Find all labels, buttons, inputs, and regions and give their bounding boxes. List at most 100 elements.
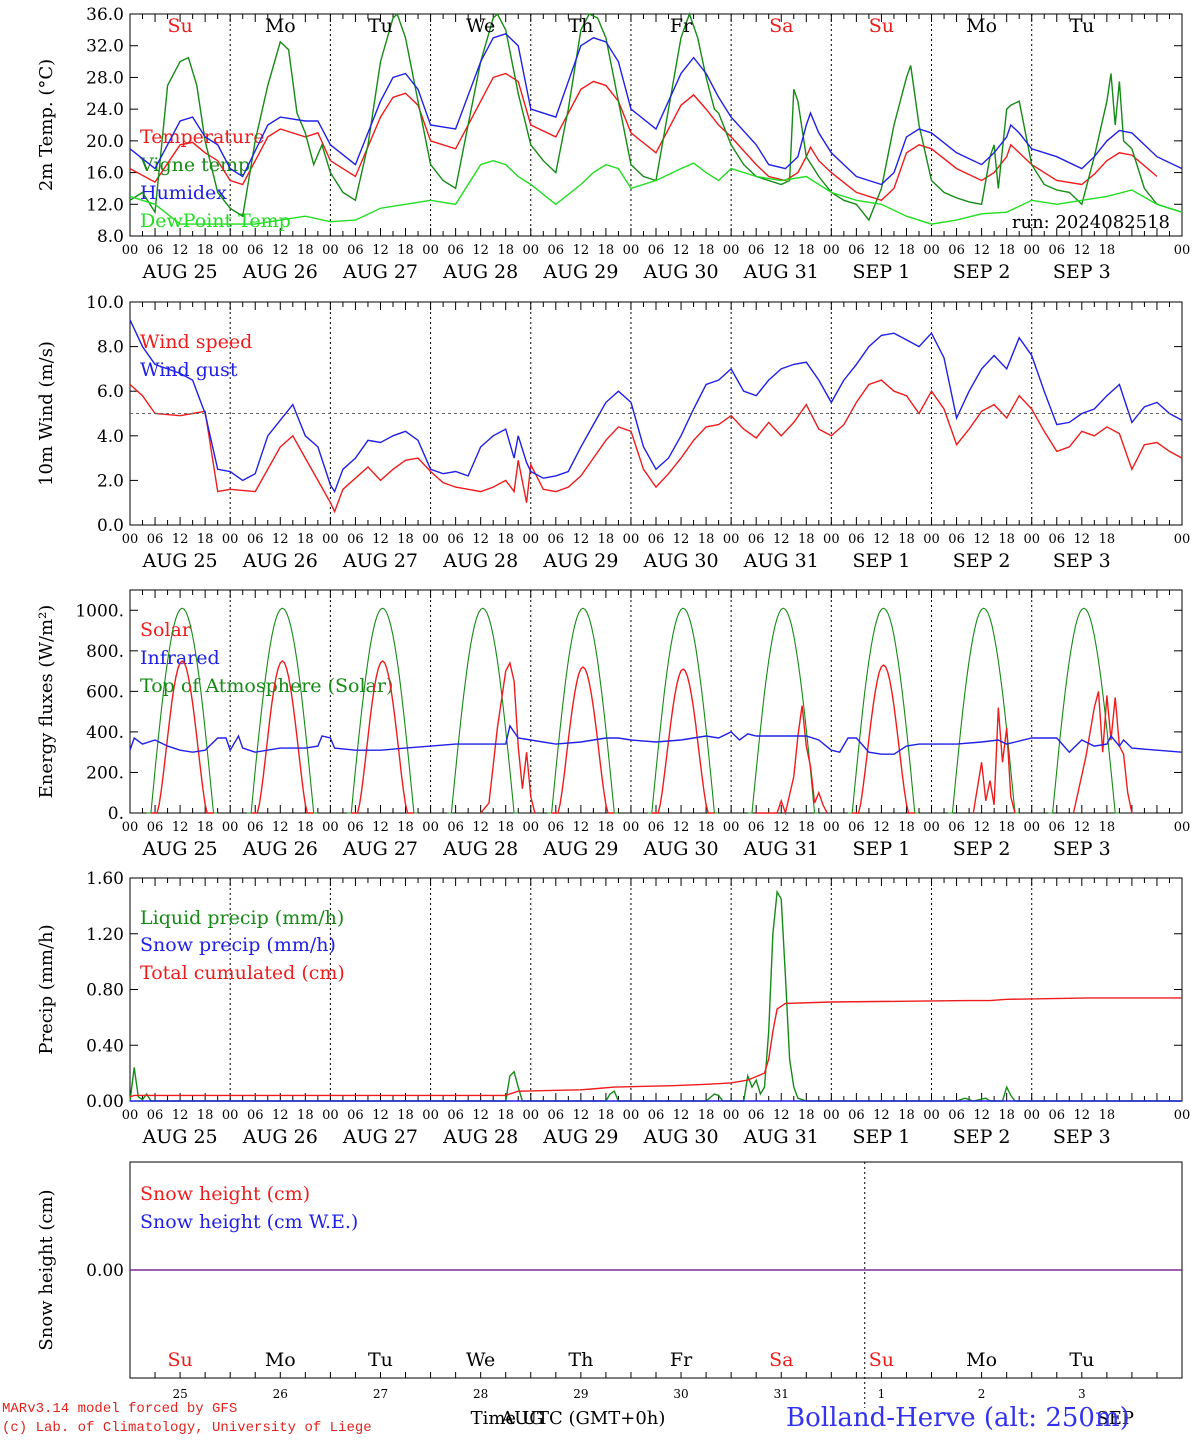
date-label: SEP 2 (953, 1126, 1011, 1148)
hour-tick-label: 00 (723, 1108, 740, 1123)
hour-tick-label: 18 (297, 820, 314, 835)
hour-tick-label: 12 (873, 820, 890, 835)
hour-tick-label: 06 (247, 820, 264, 835)
legend-entry: Snow height (cm) (140, 1183, 310, 1205)
weekday-label: Sa (769, 15, 793, 37)
weekday-label: Fr (670, 15, 693, 37)
y-tick-label: 0.00 (86, 1261, 124, 1281)
x-axis-label: Time UTC (GMT+0h) (471, 1408, 666, 1429)
date-label: SEP 3 (1053, 838, 1111, 860)
weekday-label: Fr (670, 1349, 693, 1371)
date-label: SEP 2 (953, 261, 1011, 283)
infrared-line (129, 724, 1183, 755)
hour-tick-label: 06 (548, 532, 565, 547)
weekday-label: Th (568, 1349, 593, 1371)
hour-tick-label: 06 (648, 1108, 665, 1123)
weekday-label: Su (167, 1349, 192, 1371)
weekday-label: Tu (1069, 1349, 1094, 1371)
date-label: AUG 25 (142, 550, 218, 572)
y-tick-label: 6.0 (97, 382, 124, 402)
y-axis-label: Energy fluxes (W/m²) (36, 605, 57, 799)
hour-tick-label: 12 (172, 532, 189, 547)
date-label: AUG 25 (142, 261, 218, 283)
date-label: AUG 27 (342, 838, 418, 860)
y-tick-label: 2.0 (97, 471, 124, 491)
hour-tick-label: 18 (898, 1108, 915, 1123)
hour-tick-label: 00 (1023, 243, 1040, 258)
y-axis-label: Snow height (cm) (36, 1189, 57, 1350)
hour-tick-label: 12 (272, 532, 289, 547)
weekday-label: Mo (966, 15, 997, 37)
hour-tick-label: 18 (1099, 820, 1116, 835)
toa-solar-curve (948, 607, 1020, 814)
run-label: run: 2024082518 (1012, 212, 1170, 233)
hour-tick-label: 12 (172, 820, 189, 835)
date-label: AUG 30 (642, 1126, 718, 1148)
series-line-0 (129, 72, 1158, 202)
hour-tick-label: 00 (522, 1108, 539, 1123)
hour-tick-label: 18 (197, 820, 214, 835)
hour-tick-label: 06 (948, 820, 965, 835)
hour-tick-label: 06 (948, 532, 965, 547)
weekday-label: We (466, 15, 495, 37)
hour-tick-label: 12 (272, 820, 289, 835)
y-tick-label: 0.80 (86, 981, 124, 1001)
hour-tick-label: 06 (748, 243, 765, 258)
hour-tick-label: 18 (197, 243, 214, 258)
hour-tick-label: 18 (397, 1108, 414, 1123)
hour-tick-label: 06 (447, 243, 464, 258)
hour-tick-label: 00 (122, 243, 139, 258)
date-label: AUG 28 (442, 838, 518, 860)
y-tick-label: 1.20 (86, 925, 124, 945)
hour-tick-label: 06 (1048, 243, 1065, 258)
month-label: AUG (500, 1408, 544, 1429)
day-number-label: 3 (1078, 1387, 1086, 1401)
y-axis-label: 10m Wind (m/s) (36, 341, 57, 486)
hour-tick-label: 12 (973, 243, 990, 258)
legend-entry: Snow height (cm W.E.) (140, 1211, 358, 1233)
hour-tick-label: 18 (898, 532, 915, 547)
hour-tick-label: 00 (322, 243, 339, 258)
hour-tick-label: 00 (122, 1108, 139, 1123)
hour-tick-label: 18 (497, 532, 514, 547)
hour-tick-label: 00 (923, 820, 940, 835)
hour-tick-label: 18 (397, 243, 414, 258)
hour-tick-label: 18 (598, 1108, 615, 1123)
panel-frame (129, 589, 1183, 814)
hour-tick-label: 18 (798, 1108, 815, 1123)
hour-tick-label: 18 (998, 243, 1015, 258)
hour-tick-label: 06 (147, 820, 164, 835)
hour-tick-label: 00 (1174, 532, 1191, 547)
hour-tick-label: 18 (898, 243, 915, 258)
hour-tick-label: 12 (372, 1108, 389, 1123)
hour-tick-label: 00 (522, 532, 539, 547)
hour-tick-label: 06 (347, 532, 364, 547)
hour-tick-label: 18 (998, 820, 1015, 835)
weekday-label: Su (869, 15, 894, 37)
date-label: SEP 3 (1053, 550, 1111, 572)
credit-line-2: (c) Lab. of Climatology, University of L… (2, 1420, 372, 1436)
toa-solar-curve (747, 607, 819, 814)
date-label: SEP 1 (853, 550, 911, 572)
solar-curve (651, 668, 715, 814)
hour-tick-label: 12 (573, 532, 590, 547)
hour-tick-label: 06 (147, 243, 164, 258)
hour-tick-label: 00 (823, 243, 840, 258)
series-line-1 (129, 11, 1183, 222)
hour-tick-label: 06 (347, 1108, 364, 1123)
hour-tick-label: 12 (973, 820, 990, 835)
hour-tick-label: 06 (748, 1108, 765, 1123)
date-label: AUG 27 (342, 550, 418, 572)
date-label: AUG 31 (743, 838, 819, 860)
legend-entry: Wind gust (140, 359, 238, 381)
solar-curve (150, 660, 214, 814)
legend-entry: Solar (140, 619, 192, 641)
y-tick-label: 600. (86, 682, 124, 702)
hour-tick-label: 12 (1074, 243, 1091, 258)
date-label: AUG 29 (542, 838, 618, 860)
toa-solar-curve (848, 607, 919, 814)
hour-tick-label: 12 (873, 243, 890, 258)
day-number-label: 1 (878, 1387, 886, 1401)
hour-tick-label: 12 (372, 820, 389, 835)
weekday-label: Sa (769, 1349, 793, 1371)
